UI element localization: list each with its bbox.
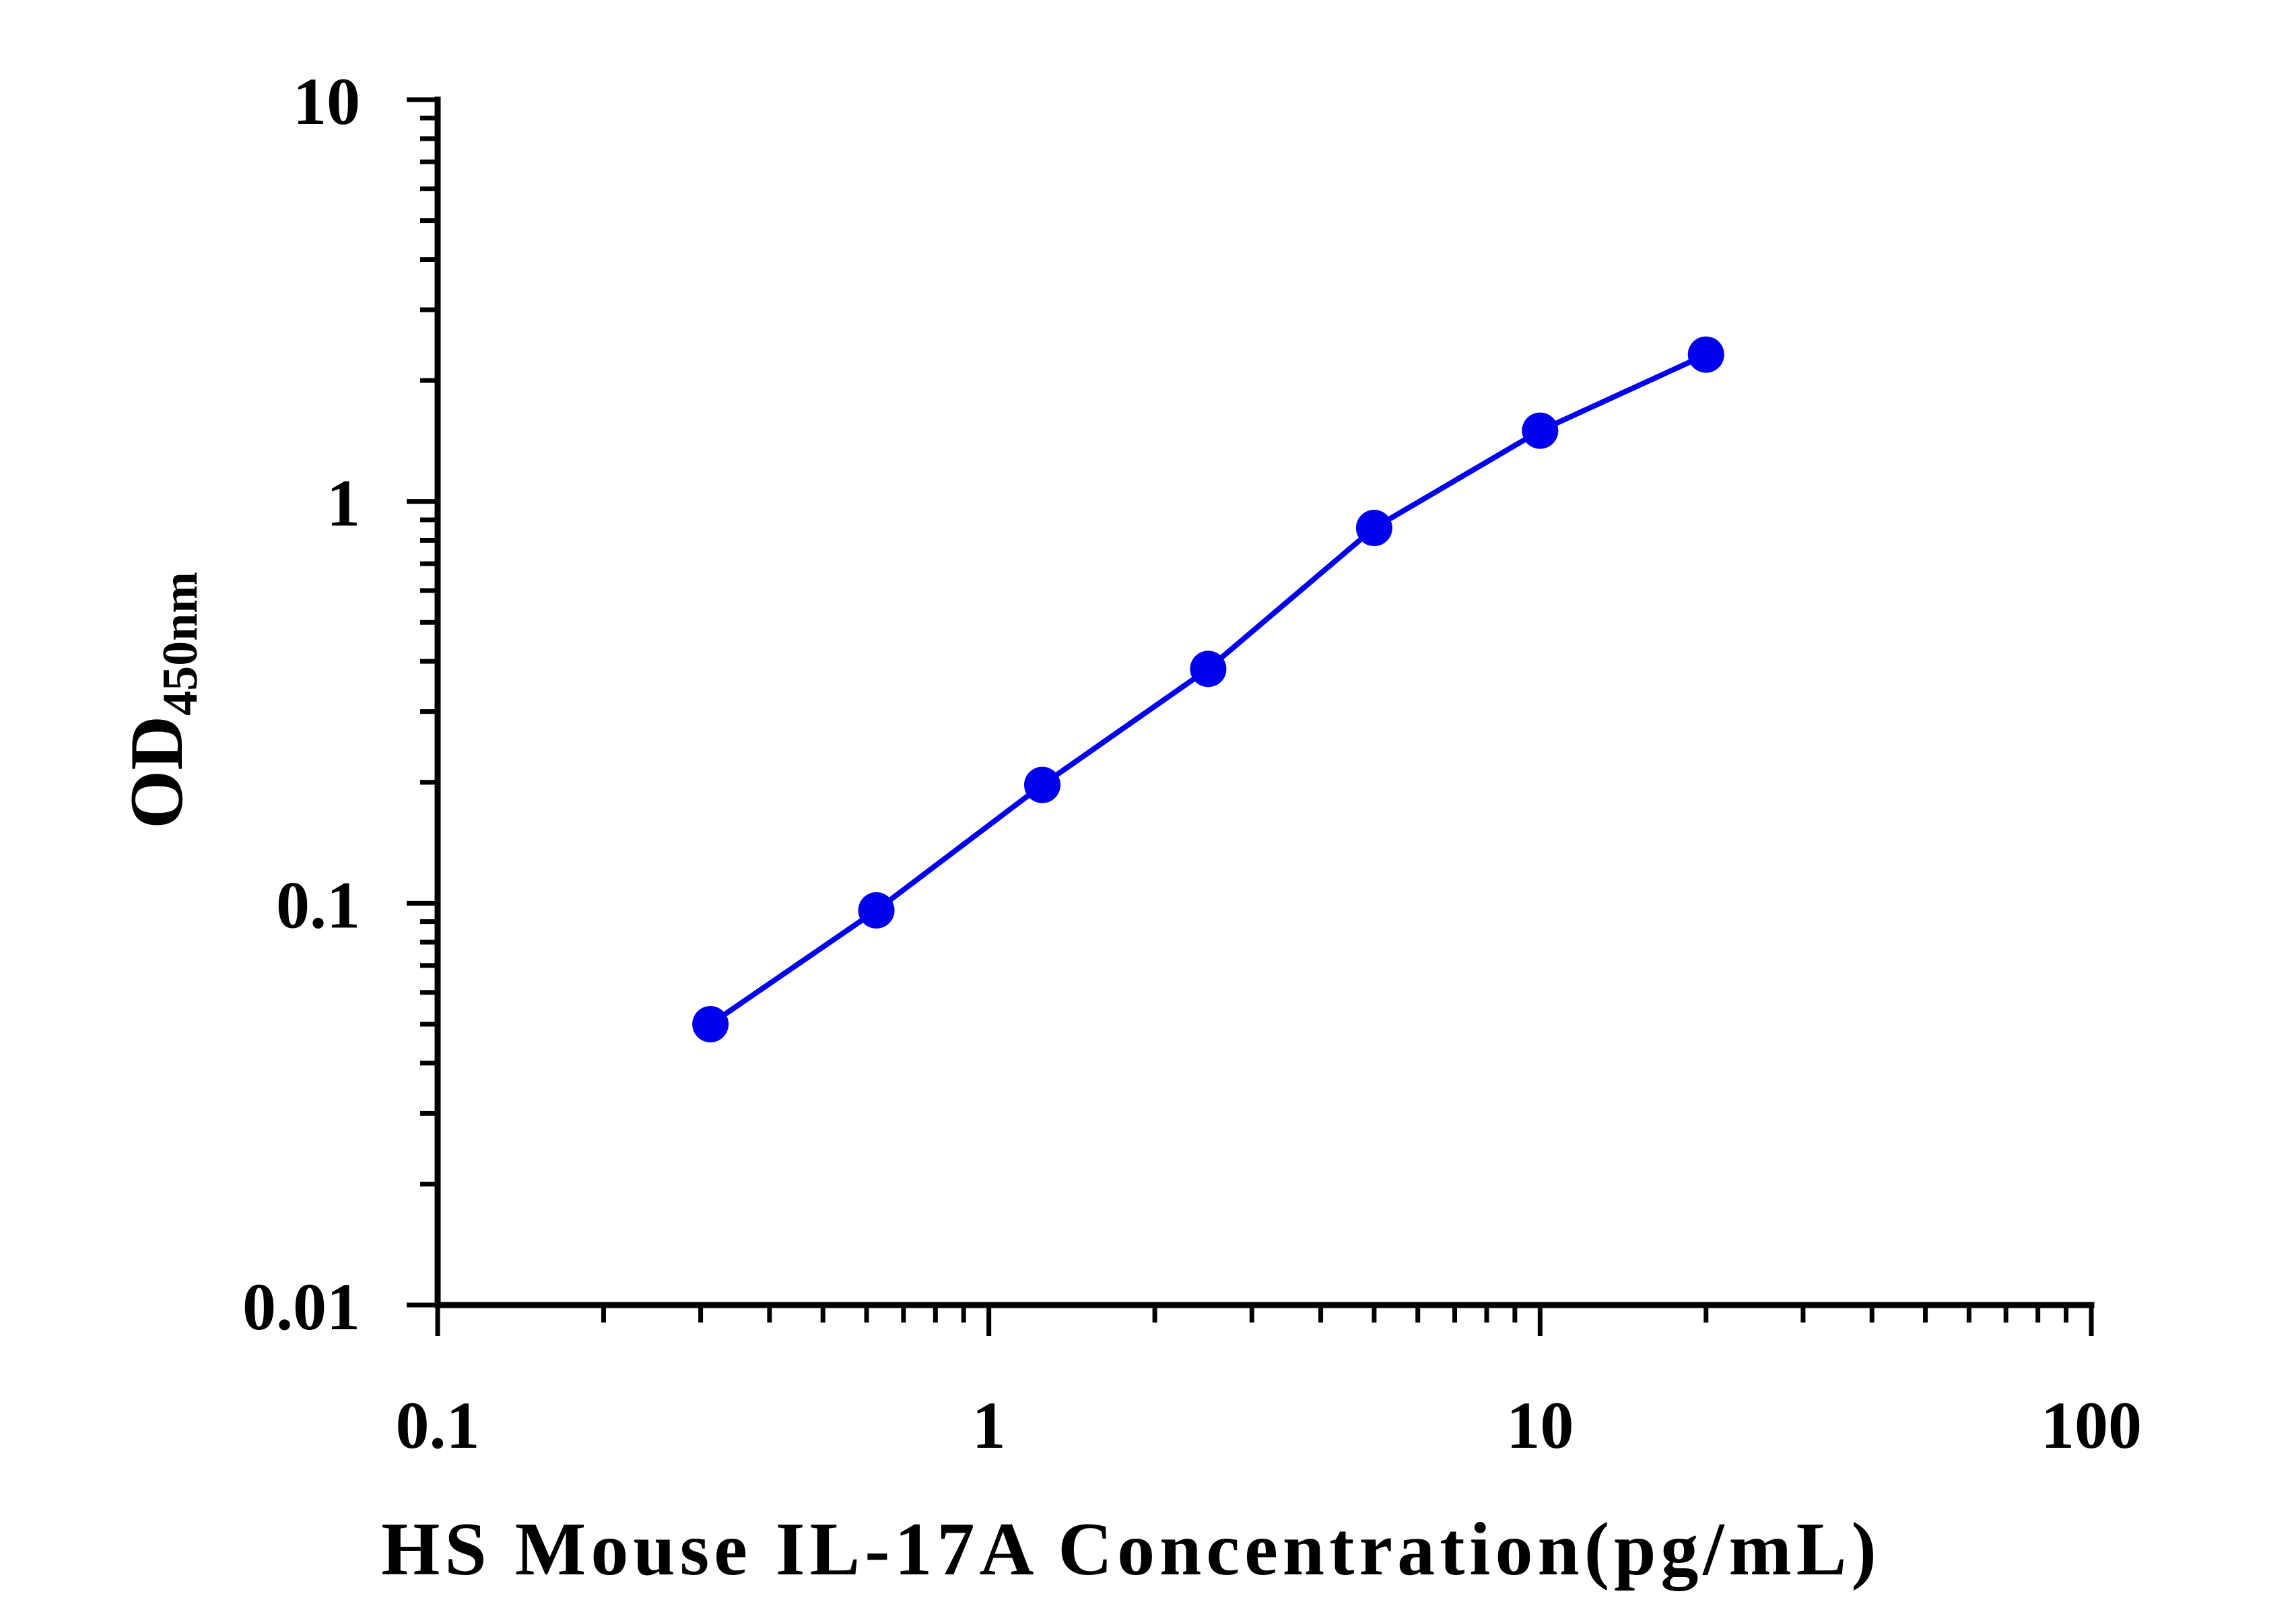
data-point [692, 1005, 729, 1042]
data-point [1024, 766, 1061, 803]
x-tick-label: 1 [972, 1388, 1006, 1463]
data-point [1687, 336, 1724, 373]
x-tick-label: 10 [1506, 1388, 1574, 1463]
y-tick-label: 0.01 [242, 1269, 360, 1344]
data-point [858, 892, 895, 929]
y-axis-title-main: OD [115, 716, 199, 829]
data-series [692, 336, 1724, 1042]
x-axis-title: HS Mouse IL-17A Concentration(pg/mL) [381, 1508, 1881, 1591]
y-axis-title-subscript: 450nm [153, 572, 208, 716]
y-tick-label: 10 [293, 64, 360, 139]
data-point [1522, 412, 1559, 449]
series-line [708, 352, 1708, 1027]
data-point [1355, 510, 1392, 547]
y-tick-labels: 0.01 0.1 1 10 [242, 64, 360, 1344]
data-point [1190, 650, 1227, 688]
x-tick-label: 100 [2041, 1388, 2142, 1463]
y-axis-title: OD450nm [115, 572, 208, 829]
x-tick-labels: 0.1 1 10 100 [396, 1388, 2142, 1463]
y-tick-label: 0.1 [276, 867, 360, 942]
axis-ticks [407, 97, 2094, 1336]
x-tick-label: 0.1 [396, 1388, 480, 1463]
y-tick-label: 1 [327, 466, 360, 541]
